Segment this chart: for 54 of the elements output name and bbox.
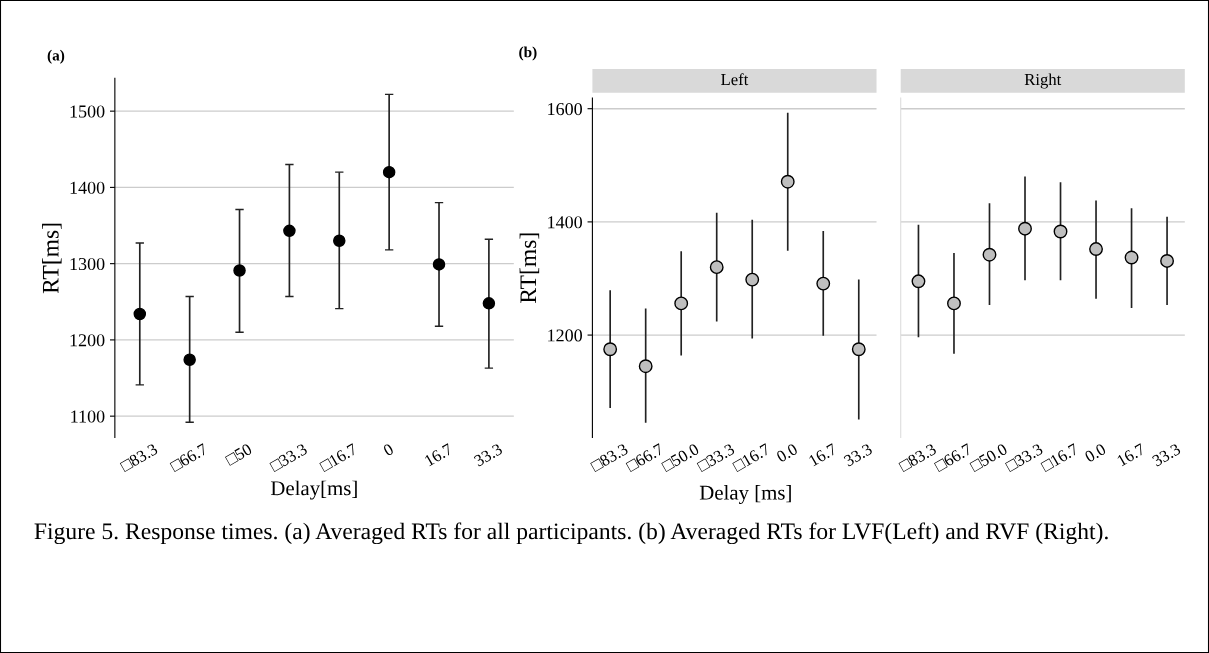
chart-subtitle: (b) <box>519 46 537 61</box>
point <box>947 296 961 311</box>
point <box>333 234 346 248</box>
point <box>780 174 795 189</box>
x-axis-title: Delay[ms] <box>270 480 357 500</box>
caption: Figure 5. Response times. (a) Averaged RTs for all participants. (b) Averaged RTs for LVF(Left) and RVF (Right). <box>34 522 1108 545</box>
chart-title: Right <box>1024 73 1062 89</box>
x-axis-title: Delay [ms] <box>699 485 791 504</box>
x-tick-label: 16.7 <box>424 443 454 467</box>
x-tick-label: 0 <box>382 443 395 457</box>
y-tick-label: 1100 <box>71 410 105 423</box>
x-tick-label: □50 <box>224 443 253 466</box>
x-tick-label: 33.3 <box>1151 443 1182 467</box>
point <box>1018 221 1032 236</box>
point <box>1160 253 1175 268</box>
point <box>1053 224 1068 239</box>
point <box>432 258 446 271</box>
x-tick-label: □83.3 <box>589 443 629 473</box>
x-tick-label: 16.7 <box>808 443 838 467</box>
point <box>1089 242 1103 256</box>
y-axis-title: RT[ms] <box>519 233 540 304</box>
point <box>911 274 926 289</box>
point <box>133 307 147 321</box>
y-tick-label: 1300 <box>70 257 105 271</box>
point <box>674 296 689 311</box>
point <box>745 272 760 287</box>
point <box>851 342 866 357</box>
point <box>382 165 396 179</box>
x-tick-label: 0.0 <box>1084 443 1107 463</box>
point <box>283 224 296 238</box>
chart-title: Left <box>721 73 749 86</box>
x-tick-label: □83.3 <box>119 443 159 473</box>
point <box>709 260 724 275</box>
chart-title: (a) <box>47 49 65 64</box>
point <box>603 342 618 357</box>
x-tick-label: 0.0 <box>775 443 799 463</box>
point <box>482 297 496 310</box>
y-tick-label: 1200 <box>548 329 582 342</box>
point <box>982 247 997 262</box>
point <box>816 276 831 291</box>
x-tick-label: 16.7 <box>1116 443 1146 467</box>
y-tick-label: 1200 <box>70 334 105 347</box>
y-axis-title: RT[ms] <box>42 223 62 294</box>
x-tick-label: 33.3 <box>843 443 873 467</box>
y-tick-label: 1600 <box>548 102 582 116</box>
x-tick-label: 33.3 <box>473 443 504 467</box>
y-tick-label: 1400 <box>548 216 582 229</box>
x-tick-label: □33.3 <box>268 443 308 473</box>
point <box>183 353 196 366</box>
point <box>638 359 653 374</box>
y-tick-label: 1500 <box>70 105 105 118</box>
y-tick-label: 1400 <box>70 181 105 194</box>
point <box>233 264 246 277</box>
point <box>1124 250 1139 265</box>
